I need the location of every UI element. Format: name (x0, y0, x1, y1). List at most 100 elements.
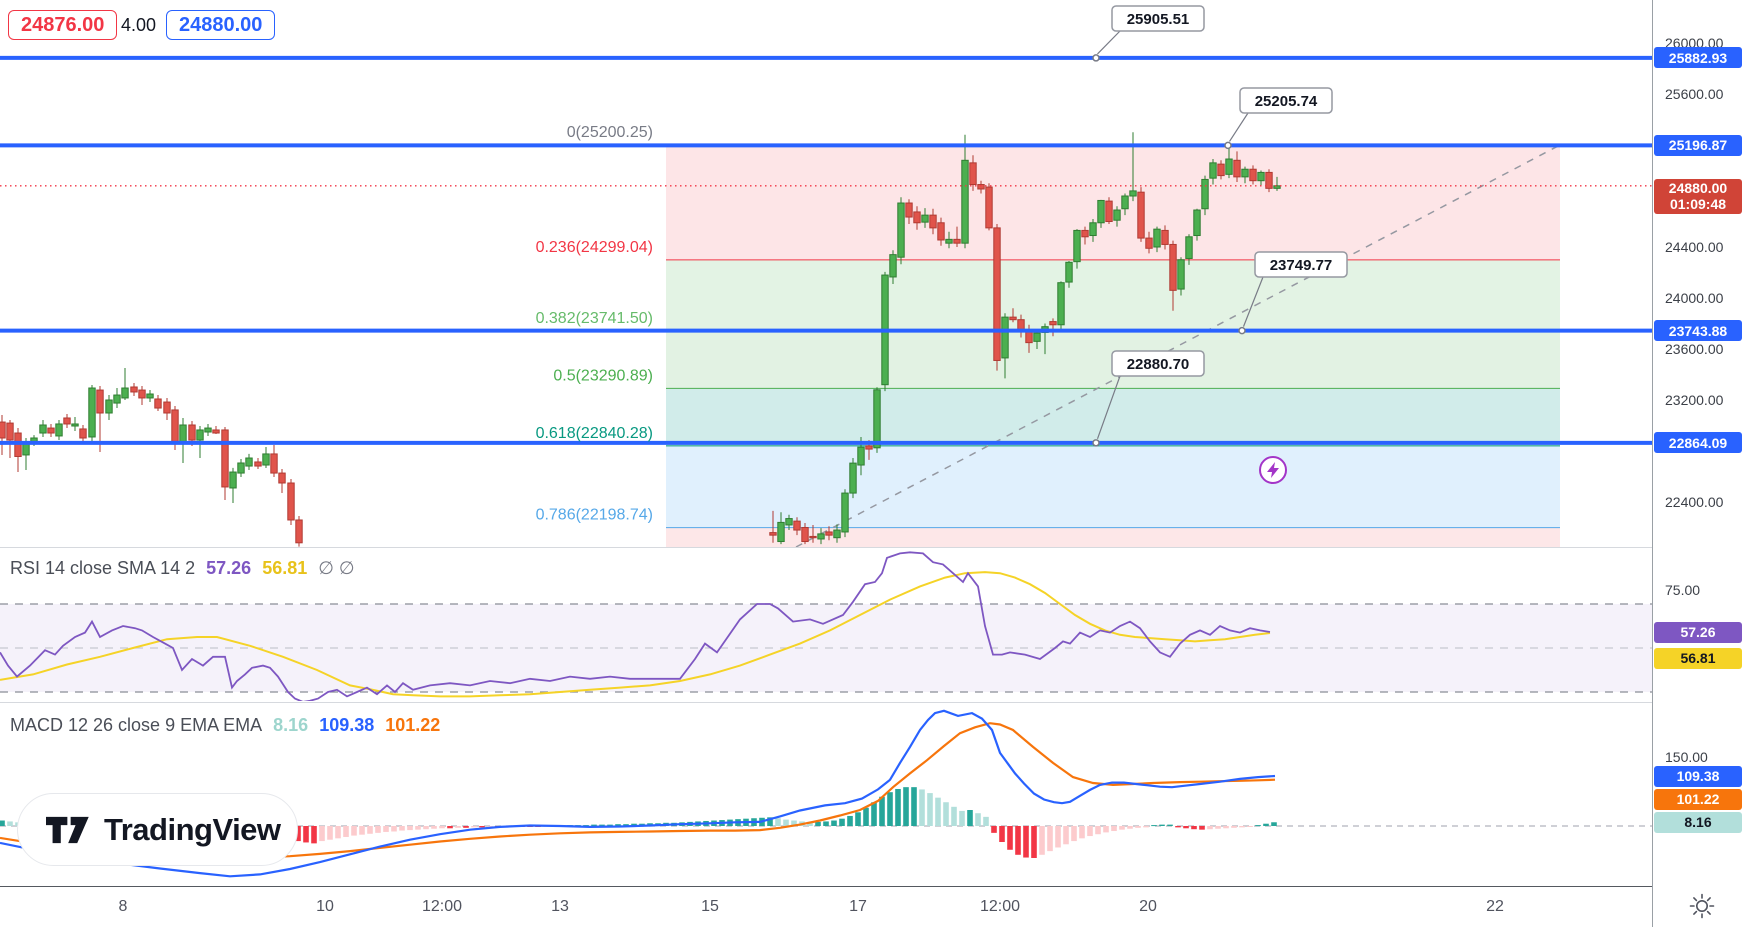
tradingview-logo-icon (46, 816, 89, 843)
price-line-label: 25882.93 (1654, 47, 1742, 69)
lightning-icon[interactable] (1259, 456, 1287, 484)
fib-trendline[interactable] (795, 144, 1561, 547)
candle-body (1089, 222, 1097, 237)
histogram-bar (447, 826, 453, 829)
callout-annotation[interactable]: 25905.51 (1092, 5, 1205, 62)
candle-body (0, 421, 6, 439)
macd-legend[interactable]: MACD 12 26 close 9 EMA EMA 8.16 109.38 1… (10, 715, 446, 736)
histogram-bar (1071, 826, 1077, 842)
main-chart-canvas[interactable]: 0(25200.25) 0.236(24299.04) 0.382(23741.50… (0, 0, 1652, 547)
histogram-bar (1063, 826, 1069, 845)
candle-body (71, 423, 79, 427)
callout-annotation[interactable]: 25205.74 (1224, 87, 1333, 150)
candle-body (1273, 185, 1281, 189)
candle-body (171, 409, 179, 443)
histogram-bar (983, 816, 989, 826)
histogram-bar (975, 813, 981, 826)
histogram-bar (943, 802, 949, 826)
candle-body (96, 389, 104, 414)
callout-annotation[interactable]: 23749.77 (1238, 251, 1348, 335)
price-tick: 22400.00 (1665, 494, 1724, 510)
rsi-sma-line (0, 571, 1271, 698)
rsi-line (0, 551, 1271, 701)
candle-body (889, 254, 897, 278)
histogram-bar (335, 826, 341, 839)
ask-value: 24880.00 (179, 13, 263, 36)
histogram-bar (1199, 826, 1205, 830)
histogram-bar (1247, 826, 1253, 827)
candle-body (817, 533, 825, 540)
histogram-bar (807, 821, 813, 826)
macd-line (0, 709, 1276, 878)
macd-hist-value: 8.16 (273, 715, 309, 735)
candle-body (969, 162, 977, 186)
histogram-bar (823, 821, 829, 826)
rsi-value: 57.26 (206, 558, 252, 578)
bid-price-box[interactable]: 24876.00 (8, 10, 118, 40)
candle-body (1241, 168, 1249, 178)
candle-body (212, 429, 220, 434)
histogram-bar (1183, 826, 1189, 829)
histogram-bar (319, 826, 325, 842)
price-tick: 24400.00 (1665, 239, 1724, 255)
candle-body (793, 520, 801, 531)
callout-annotation[interactable]: 22880.70 (1092, 350, 1205, 447)
candle-body (809, 535, 817, 539)
main-chart-panel[interactable]: 0(25200.25) 0.236(24299.04) 0.382(23741.50… (0, 0, 1652, 547)
histogram-bar (1151, 825, 1157, 827)
macd-legend-title: MACD 12 26 close 9 EMA EMA (10, 715, 263, 735)
ask-price-box[interactable]: 24880.00 (166, 10, 276, 40)
histogram-bar (1039, 826, 1045, 855)
histogram-bar (375, 826, 381, 833)
histogram-bar (1135, 826, 1141, 828)
candle-body (1201, 178, 1209, 210)
histogram-bar (455, 826, 461, 828)
separator-main-rsi[interactable] (0, 547, 1746, 548)
candle-body (977, 184, 985, 190)
candle-body (1265, 171, 1273, 189)
callout-text: 25905.51 (1127, 11, 1190, 28)
axis-settings-button[interactable] (1685, 890, 1719, 922)
candle-body (1257, 171, 1265, 182)
candle-body (121, 387, 129, 399)
callout-text: 25205.74 (1255, 93, 1318, 110)
rsi-legend-title: RSI 14 close SMA 14 2 (10, 558, 196, 578)
histogram-bar (407, 826, 413, 831)
histogram-bar (1087, 826, 1093, 837)
histogram-bar (1263, 823, 1269, 826)
histogram-bar (1143, 826, 1149, 828)
candle-body (1177, 259, 1185, 290)
candle-body (113, 394, 121, 404)
histogram-bar (1255, 825, 1261, 827)
candle-body (865, 445, 873, 450)
candle-body (229, 471, 237, 489)
separator-rsi-macd[interactable] (0, 702, 1746, 703)
tradingview-logo[interactable]: TradingView (17, 793, 298, 866)
time-tick-label: 13 (551, 898, 569, 915)
histogram-bar (1239, 826, 1245, 828)
price-line-label: 22864.09 (1654, 432, 1742, 454)
rsi-canvas[interactable] (0, 548, 1652, 701)
candle-body (237, 462, 245, 474)
indicator-tick: 150.00 (1665, 749, 1708, 765)
histogram-bar (1127, 826, 1133, 829)
rsi-panel[interactable] (0, 548, 1652, 702)
histogram-bar (767, 817, 773, 826)
histogram-bar (463, 826, 469, 828)
candle-body (1097, 199, 1105, 224)
rsi-legend[interactable]: RSI 14 close SMA 14 2 57.26 56.81 ∅ ∅ (10, 558, 361, 579)
candle-body (961, 159, 969, 244)
indicator-tick: 75.00 (1665, 582, 1701, 598)
time-axis[interactable]: 8 10 12:00 13 15 17 12:00 20 22 (0, 886, 1652, 927)
histogram-bar (815, 821, 821, 826)
fib-level-label: 0.618(22840.28) (536, 425, 653, 442)
candle-body (1113, 209, 1121, 221)
candle-body (825, 531, 833, 536)
histogram-bar (479, 826, 485, 828)
price-axis[interactable]: 26000.00 25600.00 24400.00 24000.00 23600.00… (1653, 0, 1746, 927)
time-tick-label: 20 (1139, 898, 1157, 915)
candle-body (1249, 168, 1257, 182)
candle-body (221, 429, 229, 488)
histogram-bar (1175, 826, 1181, 828)
indicator-value-label: 109.38 (1654, 765, 1742, 787)
